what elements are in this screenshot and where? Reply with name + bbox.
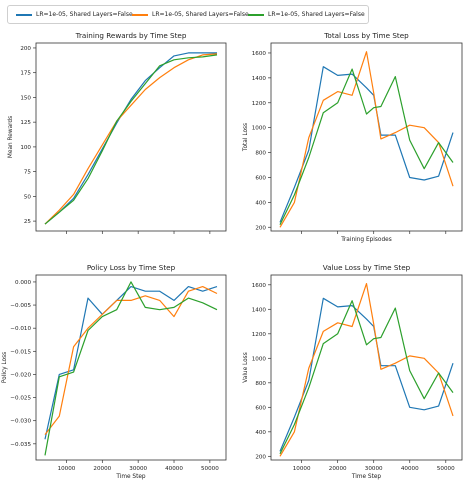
legend-swatch-3 bbox=[248, 13, 264, 16]
chart-title: Policy Loss by Time Step bbox=[87, 263, 176, 272]
chart-title: Value Loss by Time Step bbox=[323, 263, 411, 272]
y-tick-label: 1000 bbox=[252, 126, 267, 132]
y-tick-label: 800 bbox=[255, 381, 266, 387]
legend-item-3: LR=1e-05, Shared Layers=False bbox=[248, 6, 365, 23]
chart-training-rewards: Training Rewards by Time Step 25 50 75 100 12… bbox=[8, 31, 227, 234]
y-tick-label: 200 bbox=[255, 454, 266, 460]
y-tick-label: 200 bbox=[20, 46, 31, 52]
x-tick-label: 10000 bbox=[58, 466, 76, 472]
series-line-3 bbox=[279, 68, 454, 226]
x-tick-label: 40000 bbox=[401, 466, 419, 472]
y-tick-label: −0.035 bbox=[10, 442, 31, 448]
legend-label-1: LR=1e-05, Shared Layers=False bbox=[36, 11, 133, 18]
y-tick-label: 100 bbox=[20, 145, 31, 151]
series-line-2 bbox=[44, 286, 218, 435]
y-tick-label: 150 bbox=[20, 95, 31, 101]
plot-frame bbox=[270, 42, 463, 232]
x-tick-label: 50000 bbox=[437, 466, 455, 472]
x-axis-label: Training Episodes bbox=[340, 237, 392, 243]
series-line-3 bbox=[44, 54, 218, 225]
series-line-1 bbox=[279, 66, 454, 223]
legend-item-1: LR=1e-05, Shared Layers=False bbox=[16, 6, 133, 23]
x-axis-label: Time Step bbox=[351, 474, 382, 480]
y-tick-label: 1200 bbox=[252, 332, 267, 338]
chart-total-loss: Total Loss by Time Step 200 400 600 800 1000 1… bbox=[243, 31, 463, 243]
series-line-1 bbox=[44, 52, 217, 225]
legend-swatch-2 bbox=[132, 13, 148, 16]
series-line-3 bbox=[44, 281, 218, 456]
y-tick-label: −0.005 bbox=[10, 303, 31, 309]
y-tick-label: 0.000 bbox=[15, 280, 31, 286]
y-tick-label: 600 bbox=[255, 175, 266, 181]
y-tick-label: −0.020 bbox=[10, 372, 31, 378]
y-tick-label: 75 bbox=[24, 170, 32, 176]
y-tick-label: 200 bbox=[255, 225, 266, 231]
x-axis-label: Time Step bbox=[115, 474, 146, 480]
y-axis-label: Mean Rewards bbox=[8, 116, 14, 158]
chart-policy-loss: Policy Loss by Time Step 0.000 −0.005 −0.01… bbox=[2, 263, 227, 480]
y-tick-label: 175 bbox=[20, 71, 31, 77]
series-line-2 bbox=[279, 51, 454, 228]
y-tick-label: 1600 bbox=[252, 283, 267, 289]
chart-title: Training Rewards by Time Step bbox=[75, 31, 187, 40]
x-tick-label: 50000 bbox=[201, 466, 219, 472]
y-tick-label: 1400 bbox=[252, 76, 267, 82]
plot-frame bbox=[35, 42, 227, 232]
y-tick-label: 400 bbox=[255, 200, 266, 206]
chart-title: Total Loss by Time Step bbox=[323, 31, 409, 40]
x-tick-label: 20000 bbox=[329, 466, 347, 472]
legend: LR=1e-05, Shared Layers=False LR=1e-05, … bbox=[7, 5, 369, 24]
x-tick-label: 20000 bbox=[93, 466, 111, 472]
y-axis-label: Total Loss bbox=[243, 123, 249, 152]
x-tick-label: 40000 bbox=[165, 466, 183, 472]
y-tick-label: 1400 bbox=[252, 307, 267, 313]
y-tick-label: 1600 bbox=[252, 51, 267, 57]
y-tick-label: 400 bbox=[255, 430, 266, 436]
plot-frame bbox=[35, 274, 227, 461]
y-tick-label: 1000 bbox=[252, 356, 267, 362]
y-tick-label: −0.010 bbox=[10, 326, 31, 332]
x-tick-label: 10000 bbox=[293, 466, 311, 472]
legend-item-2: LR=1e-05, Shared Layers=False bbox=[132, 6, 249, 23]
plot-frame bbox=[270, 274, 463, 461]
legend-label-3: LR=1e-05, Shared Layers=False bbox=[268, 11, 365, 18]
x-tick-label: 30000 bbox=[365, 466, 383, 472]
y-tick-label: −0.025 bbox=[10, 396, 31, 402]
chart-value-loss: Value Loss by Time Step 200 400 600 800 1000 1… bbox=[243, 263, 463, 480]
y-tick-label: 50 bbox=[24, 194, 32, 200]
y-tick-label: −0.015 bbox=[10, 349, 31, 355]
y-tick-label: 1200 bbox=[252, 101, 267, 107]
series-line-1 bbox=[279, 297, 454, 452]
y-axis-label: Policy Loss bbox=[2, 352, 8, 383]
series-line-1 bbox=[44, 286, 218, 440]
y-axis-label: Value Loss bbox=[243, 352, 249, 382]
series-line-3 bbox=[279, 300, 454, 455]
y-tick-label: 25 bbox=[24, 219, 32, 225]
y-tick-label: 600 bbox=[255, 405, 266, 411]
y-tick-label: −0.030 bbox=[10, 419, 31, 425]
series-line-2 bbox=[279, 283, 454, 457]
y-tick-label: 125 bbox=[20, 120, 31, 126]
legend-label-2: LR=1e-05, Shared Layers=False bbox=[152, 11, 249, 18]
y-tick-label: 800 bbox=[255, 151, 266, 157]
legend-swatch-1 bbox=[16, 13, 32, 16]
x-tick-label: 30000 bbox=[129, 466, 147, 472]
series-line-2 bbox=[44, 53, 218, 225]
